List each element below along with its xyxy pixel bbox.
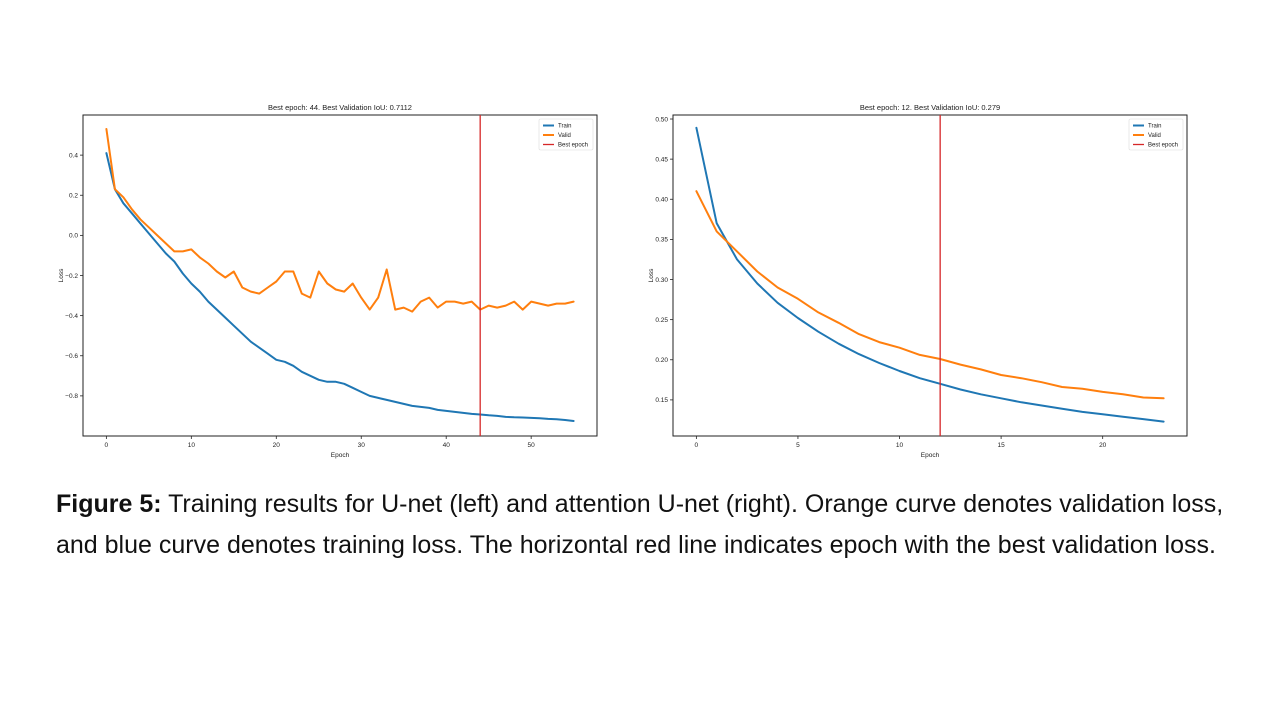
series-line-train bbox=[105, 152, 575, 422]
plot-frame bbox=[672, 114, 1188, 437]
attention-unet-loss-chart: Best epoch: 12. Best Validation IoU: 0.2… bbox=[648, 103, 1188, 459]
legend-box bbox=[1128, 118, 1184, 151]
legend-label: Train bbox=[1148, 124, 1161, 130]
x-tick-label: 0 bbox=[105, 442, 109, 449]
y-tick-label: 0.2 bbox=[69, 193, 78, 200]
legend-label: Best epoch bbox=[558, 143, 588, 149]
x-tick-label: 0 bbox=[695, 442, 699, 449]
y-tick-label: 0.25 bbox=[655, 317, 668, 324]
x-axis-label: Epoch bbox=[921, 452, 940, 459]
x-tick-label: 10 bbox=[896, 442, 904, 449]
x-tick-label: 30 bbox=[358, 442, 366, 449]
figure-caption: Figure 5: Training results for U-net (le… bbox=[56, 484, 1236, 566]
series-line-train bbox=[695, 126, 1165, 423]
unet-loss-chart: Best epoch: 44. Best Validation IoU: 0.7… bbox=[58, 103, 598, 459]
y-tick-label: 0.20 bbox=[655, 357, 668, 364]
figure-caption-label: Figure 5: bbox=[56, 490, 162, 518]
y-tick-label: 0.35 bbox=[655, 237, 668, 244]
legend-label: Best epoch bbox=[1148, 143, 1178, 149]
y-tick-label: 0.45 bbox=[655, 156, 668, 163]
legend-label: Train bbox=[558, 124, 571, 130]
plot-frame bbox=[82, 114, 598, 437]
x-tick-label: 15 bbox=[997, 442, 1005, 449]
y-tick-label: 0.40 bbox=[655, 197, 668, 204]
legend-label: Valid bbox=[558, 133, 571, 139]
chart-title: Best epoch: 12. Best Validation IoU: 0.2… bbox=[860, 103, 1000, 112]
x-tick-label: 10 bbox=[188, 442, 196, 449]
figure-caption-text: Training results for U-net (left) and at… bbox=[56, 490, 1224, 559]
x-tick-label: 20 bbox=[1099, 442, 1107, 449]
y-tick-label: −0.4 bbox=[65, 313, 78, 320]
y-axis-label: Loss bbox=[648, 268, 655, 282]
chart-title: Best epoch: 44. Best Validation IoU: 0.7… bbox=[268, 103, 412, 112]
y-tick-label: 0.15 bbox=[655, 397, 668, 404]
y-tick-label: −0.8 bbox=[65, 393, 78, 400]
y-tick-label: 0.0 bbox=[69, 233, 78, 240]
x-tick-label: 20 bbox=[273, 442, 281, 449]
legend-box bbox=[538, 118, 594, 151]
y-tick-label: 0.30 bbox=[655, 277, 668, 284]
x-axis-label: Epoch bbox=[331, 452, 350, 459]
series-line-valid bbox=[105, 128, 575, 313]
y-tick-label: 0.50 bbox=[655, 116, 668, 123]
legend-label: Valid bbox=[1148, 133, 1161, 139]
series-line-valid bbox=[695, 190, 1165, 400]
x-tick-label: 50 bbox=[528, 442, 536, 449]
y-tick-label: 0.4 bbox=[69, 152, 78, 159]
x-tick-label: 5 bbox=[796, 442, 800, 449]
y-tick-label: −0.2 bbox=[65, 273, 78, 280]
x-tick-label: 40 bbox=[443, 442, 451, 449]
y-tick-label: −0.6 bbox=[65, 353, 78, 360]
y-axis-label: Loss bbox=[58, 268, 65, 282]
